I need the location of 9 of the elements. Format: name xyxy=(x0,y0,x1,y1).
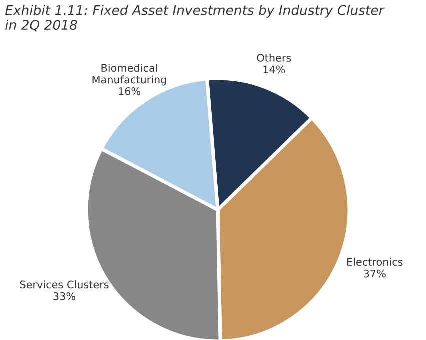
slice-label: Others xyxy=(257,54,292,62)
data-label: 33% xyxy=(54,292,76,300)
slice-label: Services Clusters xyxy=(20,280,109,289)
slice-label: Electronics xyxy=(348,258,403,266)
chart-title: Exhibit 1.11: Fixed Asset Investments by Industry Cluster in 2Q 2018 xyxy=(5,5,385,32)
data-label: 37% xyxy=(364,270,386,278)
data-label: 14% xyxy=(264,66,286,74)
data-label: 16% xyxy=(119,87,140,96)
slice-label: Biomedical Manufacturing xyxy=(92,64,166,86)
